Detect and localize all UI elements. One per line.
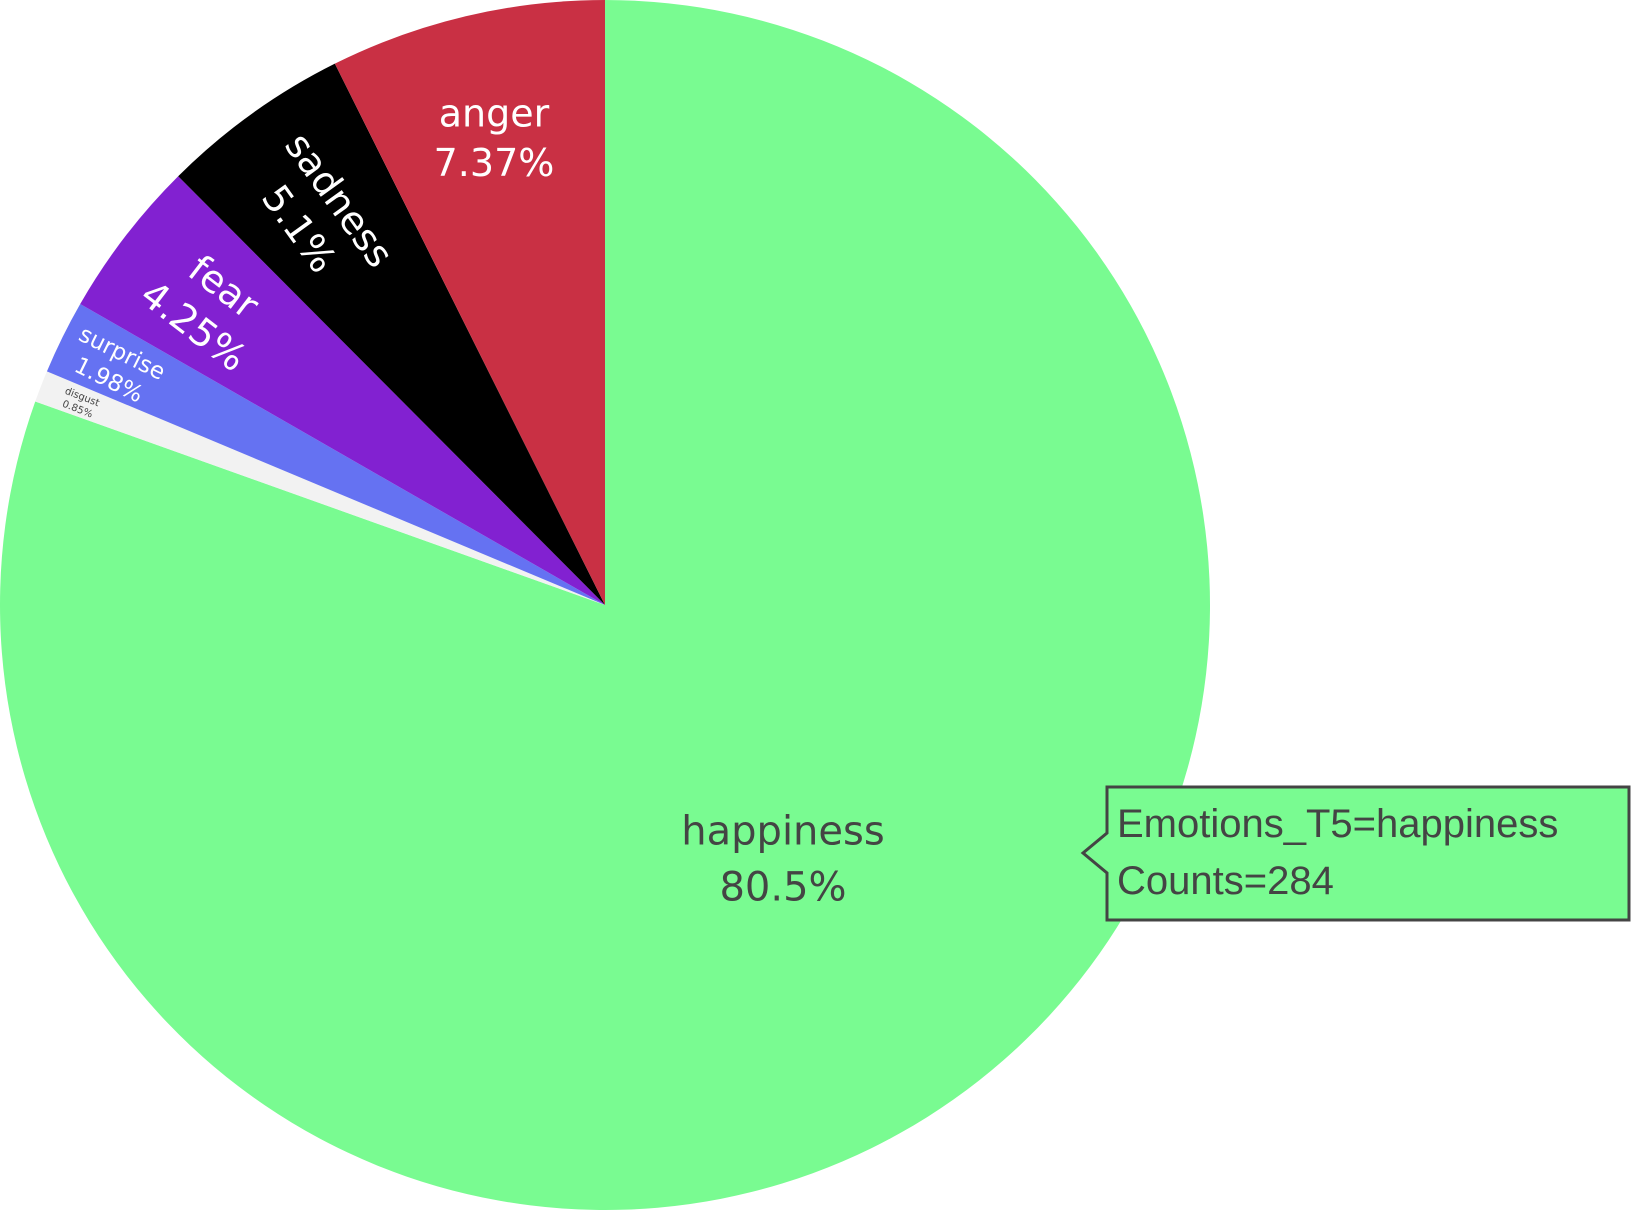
- pie-slice-anger[interactable]: [334, 0, 605, 605]
- slice-label-percent-happiness: 80.5%: [719, 865, 846, 911]
- slice-label-name-happiness: happiness: [681, 809, 884, 855]
- slice-label-anger: anger 7.37%: [434, 91, 555, 184]
- pie-slice-disgust[interactable]: [35, 371, 606, 605]
- hover-tooltip: Emotions_T5=happiness Counts=284: [1080, 785, 1631, 922]
- pie-slice-happiness[interactable]: [0, 0, 1210, 1210]
- slice-label-percent-anger: 7.37%: [434, 141, 555, 185]
- pie-slice-sadness[interactable]: [178, 63, 605, 606]
- pie-slice-surprise[interactable]: [46, 303, 606, 605]
- slice-label-name-anger: anger: [439, 91, 550, 135]
- hover-tooltip-category: Emotions_T5=happiness: [1117, 802, 1558, 846]
- pie-slice-fear[interactable]: [80, 176, 606, 606]
- hover-tooltip-box: [1080, 785, 1631, 922]
- slice-label-happiness: happiness 80.5%: [681, 809, 884, 911]
- hover-tooltip-count: Counts=284: [1117, 859, 1334, 903]
